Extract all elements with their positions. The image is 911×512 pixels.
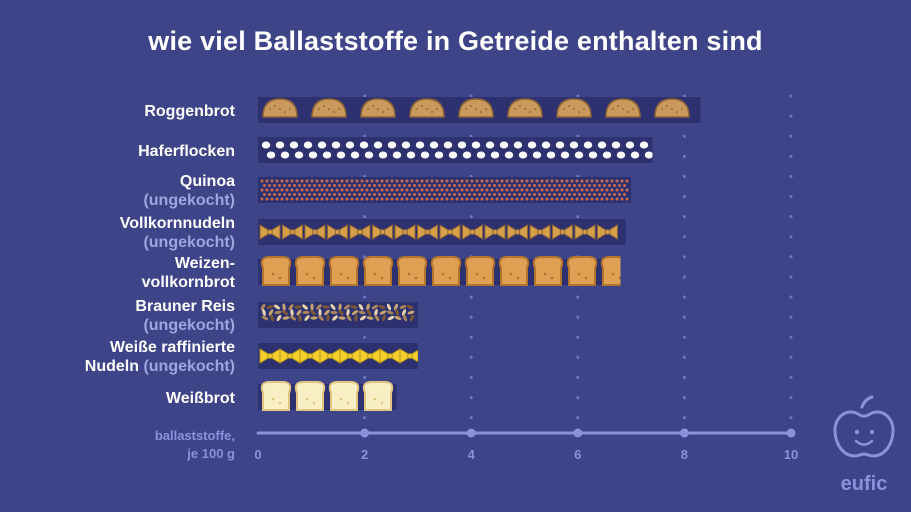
label-second-line: Nudeln (ungekocht) [85,358,235,375]
tick-marker-5 [786,428,796,438]
eufic-logo: eufic [833,395,895,495]
label-main: Weiße raffinierte [110,339,235,356]
x-axis-label: ballaststoffe, [155,428,235,443]
category-label-2: Quinoa (ungekocht) [143,173,235,209]
bar-1 [258,137,653,163]
category-label-4: Weizen-vollkornbrot [142,255,236,291]
category-label-7: Weißbrot [166,390,236,407]
label-main: Weizen- [175,255,235,272]
apple-face-icon [833,395,895,458]
label-main: Quinoa [180,173,235,190]
category-label-6: Weiße raffinierte Nudeln (ungekocht) [85,339,235,375]
bar-0 [258,97,701,123]
bar-2 [258,177,632,203]
chart-title: wie viel Ballaststoffe in Getreide entha… [148,26,763,56]
category-label-1: Haferflocken [138,143,235,160]
label-sub: (ungekocht) [143,317,235,334]
tick-label-4: 8 [681,447,688,462]
category-label-5: Brauner Reis (ungekocht) [135,298,235,334]
bar-3 [258,219,626,245]
tick-label-2: 4 [468,447,476,462]
label-main: Haferflocken [138,143,235,160]
label-main: Vollkornnudeln [120,215,235,232]
tick-label-3: 6 [574,447,581,462]
bars [258,97,701,411]
bar-6 [258,343,418,369]
label-main: Weißbrot [166,390,236,407]
category-label-3: Vollkornnudeln (ungekocht) [120,215,235,251]
bar-5 [258,302,418,328]
x-axis-label-unit: je 100 g [186,446,235,461]
label-main: Roggenbrot [144,103,235,120]
tick-marker-1 [360,428,370,438]
tick-label-1: 2 [361,447,368,462]
label-sub: (ungekocht) [143,192,235,209]
x-axis: 0 2 4 6 8 10 ballaststoffe, je 100 g [155,428,798,462]
label-sub: (ungekocht) [143,234,235,251]
bar-4 [258,256,621,286]
tick-marker-2 [466,428,476,438]
tick-marker-3 [573,428,583,438]
category-labels: RoggenbrotHaferflockenQuinoa(ungekocht)V… [85,103,236,407]
tick-label-0: 0 [254,447,261,462]
label-main: Brauner Reis [135,298,235,315]
tick-label-5: 10 [784,447,798,462]
tick-marker-4 [679,428,689,438]
label-main-2: vollkornbrot [142,274,236,291]
category-label-0: Roggenbrot [144,103,235,120]
bar-7 [258,381,397,411]
logo-text: eufic [841,473,888,495]
